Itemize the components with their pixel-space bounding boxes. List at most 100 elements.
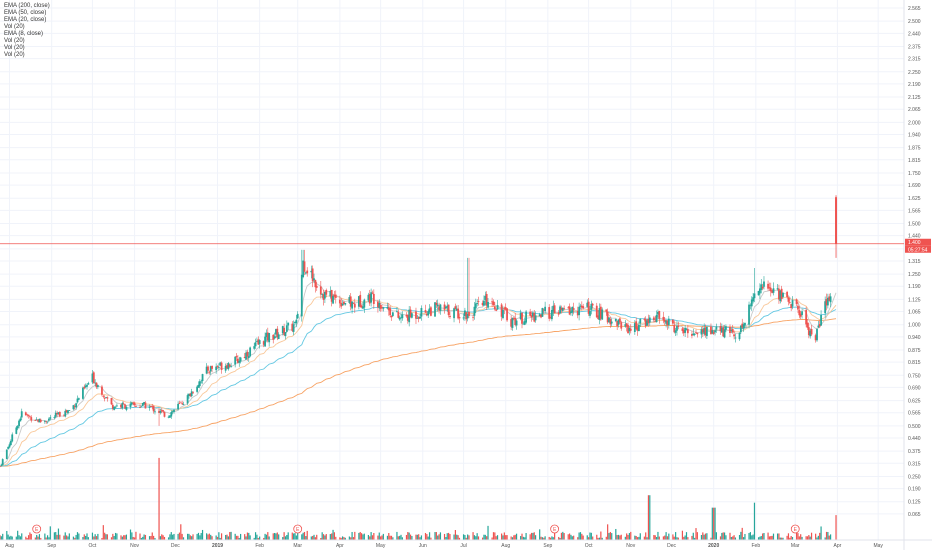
volume-bar [768,536,771,540]
volume-bar [87,537,89,540]
candle-body [820,314,822,326]
volume-bar [131,532,133,540]
volume-bar [657,531,659,540]
legend-item[interactable]: Vol (20) [4,38,25,44]
volume-bar [608,533,610,540]
legend-item[interactable]: EMA (200, close) [4,3,50,9]
candle-body [629,328,632,331]
volume-bar [615,528,617,540]
volume-bar [578,532,580,540]
candle-body [828,296,831,301]
volume-bar [27,535,30,540]
volume-bar [496,535,499,540]
candle-body [549,317,552,318]
volume-bar [226,534,228,540]
volume-bar [786,535,788,540]
volume-bar [215,535,217,540]
candle-body [484,295,487,300]
candle-body [580,305,583,308]
volume-bar [135,531,137,540]
candle-body [179,401,182,403]
volume-bar [320,537,322,540]
candle-body [287,322,290,326]
y-tick-label: 0.440 [908,436,921,442]
volume-bar [340,537,342,540]
candle-body [692,333,695,335]
volume-bar [675,532,677,540]
price-label-bg [905,238,931,246]
legend-item[interactable]: Vol (20) [4,24,25,30]
candle-body [700,329,703,335]
candle-body [256,340,258,342]
candle-body [559,306,561,314]
candle-body [628,327,631,332]
volume-bar [438,534,440,540]
volume-bar [427,536,429,540]
volume-bar [683,536,685,540]
candle-body [410,313,413,318]
volume-bar [467,534,469,540]
volume-bar [278,534,280,540]
volume-bar [748,532,750,540]
candle-body [148,406,151,408]
volume-bar [197,532,200,540]
volume-bar [800,534,802,540]
volume-bar [211,536,213,540]
candle-body [272,334,275,340]
volume-bar [344,537,346,540]
candle-body [712,332,715,334]
candle-body [703,327,706,334]
candle-body [330,289,333,302]
volume-bar [57,528,60,540]
legend-item[interactable]: EMA (8, close) [4,31,44,37]
y-tick-label: 1.815 [908,158,921,164]
candle-body [681,328,684,331]
candle-body [430,307,432,316]
candle-body [625,323,628,327]
candle-body [62,415,65,417]
volume-bar [721,532,723,540]
candle-body [481,302,484,306]
volume-bar [782,537,784,540]
volume-bar [567,534,569,540]
volume-bar [426,534,428,540]
volume-bar [801,536,803,540]
x-tick-label: Oct [89,543,97,549]
volume-bar [26,537,28,540]
candle-body [500,304,503,317]
ema-lines [0,280,837,467]
volume-bar [235,535,238,540]
volume-bar [672,534,674,540]
volume-bar [256,534,258,540]
volume-bar [563,533,565,540]
legend-item[interactable]: Vol (20) [4,52,25,58]
candle-body [54,412,57,417]
candle-body [567,307,570,309]
candle-body [586,302,589,307]
volume-bar [7,534,9,540]
y-tick-label: 0.315 [908,461,921,467]
volume-bar [129,529,132,540]
candle-body [495,309,498,311]
candle-body [197,384,200,388]
candle-body [253,346,256,349]
volume-bar [668,533,670,540]
legend-item[interactable]: Vol (20) [4,45,25,51]
candle-body [617,320,620,325]
volume-bar [267,532,269,540]
volume-bar [437,535,439,540]
legend-item[interactable]: EMA (50, close) [4,10,47,16]
volume-bar [597,537,599,540]
candle-body [511,317,514,328]
candle-body [27,414,30,416]
volume-bar [510,536,512,540]
legend-item[interactable]: EMA (20, close) [4,17,47,23]
candle-body [92,372,95,383]
candle-body [15,427,18,434]
volume-bar [763,532,765,540]
candle-body [791,300,794,307]
candle-body [257,339,260,345]
volume-bars [0,457,837,540]
